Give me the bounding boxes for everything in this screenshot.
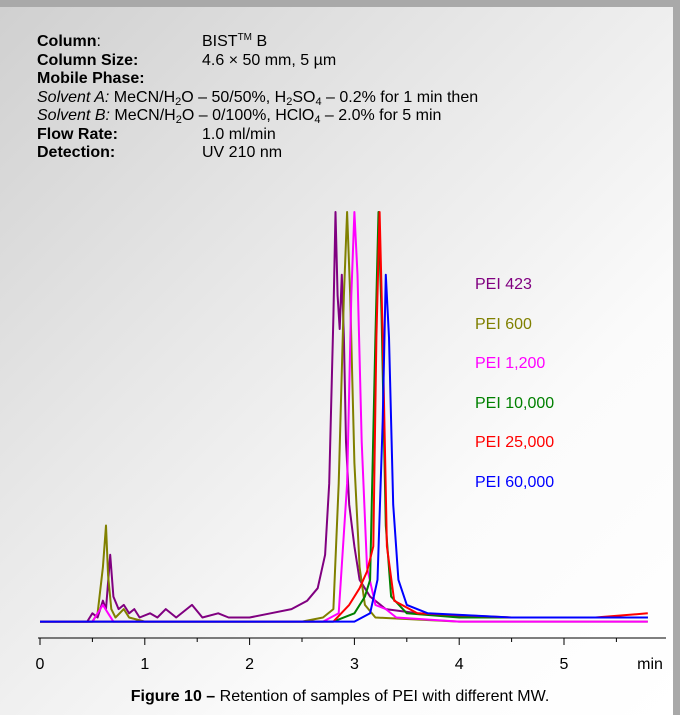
x-axis-ticks: 0 1 2 3 4 5 min [36, 638, 663, 673]
legend-item-pei-10-000: PEI 10,000 [475, 394, 555, 412]
chromatogram-traces [40, 211, 648, 623]
trace-pei-423 [40, 211, 648, 623]
trace-pei-10-000 [40, 211, 648, 623]
legend-item-pei-60-000: PEI 60,000 [475, 473, 555, 491]
x-tick-label-1: 1 [140, 656, 149, 673]
flow-rate-row: Flow Rate: 1.0 ml/min [37, 126, 478, 145]
x-tick-label-3: 3 [350, 656, 359, 673]
column-value: BIST [202, 33, 238, 50]
solvent-b-text-3: – 2.0% for 5 min [320, 107, 442, 124]
flow-rate-value: 1.0 ml/min [202, 125, 276, 143]
legend: PEI 423 PEI 600 PEI 1,200 PEI 10,000 PEI 25,… [475, 276, 554, 513]
sub-4: 4 [315, 95, 322, 108]
solvent-a-text-4: – 0.2% for 1 min then [321, 88, 479, 106]
caption-figure-number: Figure 10 – [130, 688, 216, 705]
solvent-a-text-1: MeCN/H [109, 88, 176, 106]
solvent-a-row: Solvent A: MeCN/H2O – 50/50%, H2SO4 – 0.… [37, 89, 478, 108]
x-tick-label-0: 0 [36, 656, 45, 673]
figure-caption: Figure 10 – Retention of samples of PEI … [0, 688, 680, 706]
mobile-phase-row: Mobile Phase: [37, 70, 478, 89]
column-suffix: B [252, 33, 268, 50]
column-size-row: Column Size: 4.6 × 50 mm, 5 µm [37, 52, 478, 71]
legend-item-pei-600: PEI 600 [475, 315, 532, 333]
caption-text: Retention of samples of PEI with differe… [215, 688, 550, 705]
x-axis-unit-label: min [637, 656, 663, 673]
solvent-b-text-2: O – 0/100%, HClO [181, 107, 315, 124]
column-label-colon: : [96, 33, 101, 50]
trace-pei-1-200 [40, 211, 648, 623]
detection-label: Detection: [37, 144, 116, 161]
trademark-sup: TM [237, 32, 253, 43]
sub-2: 2 [175, 114, 182, 126]
solvent-b-text-1: MeCN/H [109, 107, 176, 124]
trace-pei-60-000 [40, 273, 648, 623]
sub-4: 4 [314, 114, 321, 126]
x-tick-label-2: 2 [245, 656, 254, 673]
column-label: Column [37, 33, 97, 50]
column-size-label: Column Size: [37, 51, 139, 69]
legend-item-pei-423: PEI 423 [475, 276, 532, 293]
solvent-b-row: Solvent B: MeCN/H2O – 0/100%, HClO4 – 2.… [37, 107, 478, 126]
mobile-phase-label: Mobile Phase: [37, 70, 145, 87]
flow-rate-label: Flow Rate: [37, 125, 118, 143]
sub-2: 2 [286, 95, 293, 108]
column-row: Column: BISTTM B [37, 33, 478, 52]
legend-item-pei-1-200: PEI 1,200 [475, 355, 546, 372]
solvent-a-label: Solvent A: [37, 88, 110, 106]
detection-row: Detection: UV 210 nm [37, 144, 478, 163]
x-tick-label-4: 4 [455, 656, 464, 673]
legend-item-pei-25-000: PEI 25,000 [475, 434, 555, 451]
trace-pei-600 [40, 211, 648, 623]
sub-2: 2 [175, 95, 182, 108]
solvent-a-text-2: O – 50/50%, H [181, 88, 287, 106]
x-tick-label-5: 5 [560, 656, 569, 673]
solvent-b-label: Solvent B: [37, 107, 110, 124]
chromatography-conditions: Column: BISTTM B Column Size: 4.6 × 50 m… [37, 33, 478, 163]
column-size-value: 4.6 × 50 mm, 5 µm [202, 51, 337, 69]
solvent-a-text-3: SO [292, 88, 316, 106]
detection-value: UV 210 nm [202, 144, 283, 161]
